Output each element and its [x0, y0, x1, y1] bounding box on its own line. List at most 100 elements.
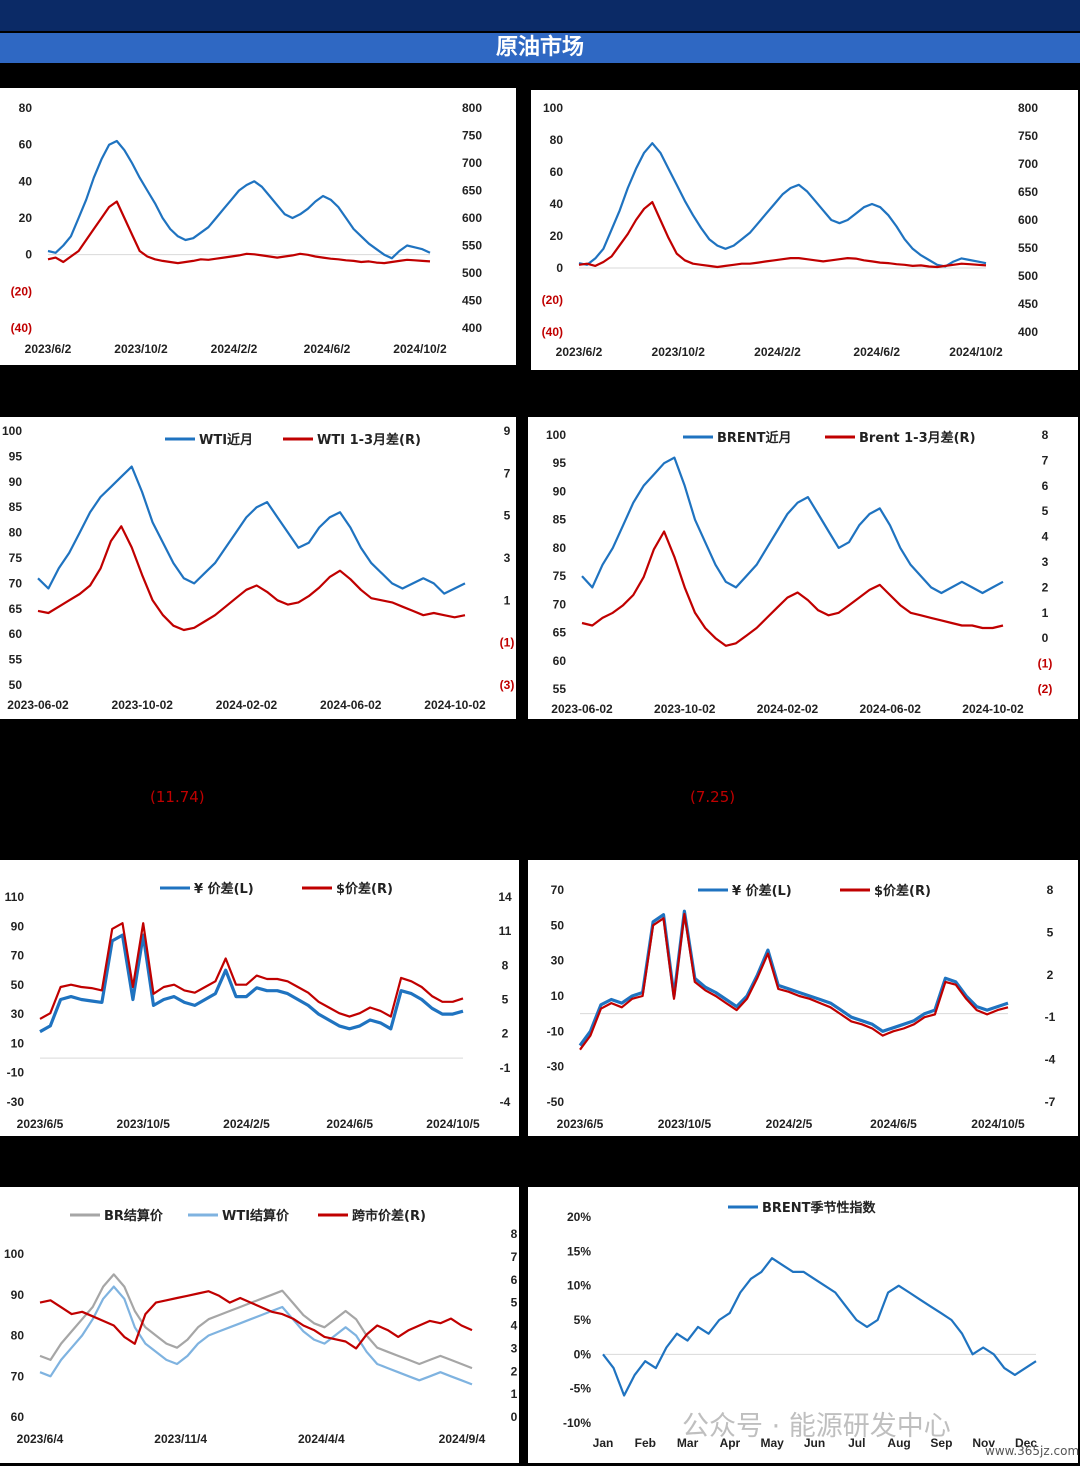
x-tick: Feb	[635, 1436, 656, 1450]
y-tick-left: 80	[11, 1329, 25, 1343]
band-value-left: (11.74)	[150, 788, 205, 806]
y-tick-right: 5	[511, 1296, 518, 1310]
y-tick-left: 5%	[574, 1313, 592, 1327]
y-tick-right: 7	[504, 466, 511, 480]
x-tick: Nov	[972, 1436, 995, 1450]
chart-panel-3: 100 95 90 85 80 75 70 65 60 55 50 9 7 5 3 1 (1) (3) 2023-0…	[0, 417, 516, 719]
y-tick-left: 55	[553, 682, 567, 696]
y-tick-left: 20	[550, 229, 564, 243]
y-tick-right: 800	[1018, 101, 1038, 115]
series-line	[578, 142, 987, 268]
y-tick-right: 6	[511, 1273, 518, 1287]
chart-panel-8: 20% 15% 10% 5% 0% -5% -10% Jan Feb Mar Apr May Jun Ju…	[528, 1187, 1078, 1463]
x-tick: 2023/6/5	[557, 1117, 604, 1131]
y-tick-left: 50	[551, 918, 565, 932]
y-tick-right: 3	[1042, 555, 1049, 569]
x-tick: 2024/9/4	[439, 1432, 486, 1446]
y-tick-right: 500	[1018, 269, 1038, 283]
y-tick-right: 550	[1018, 241, 1038, 255]
y-tick-left: 50	[11, 978, 25, 992]
y-tick-left: 95	[9, 449, 23, 463]
legend-label: ¥ 价差(L)	[194, 881, 254, 897]
y-tick-left: 80	[9, 526, 23, 540]
watermark: 公众号 · 能源研发中心	[682, 1411, 951, 1442]
y-tick-right: 650	[1018, 185, 1038, 199]
y-tick-left: 100	[546, 428, 566, 442]
y-tick-left: 60	[19, 138, 33, 152]
y-tick-left: 75	[553, 569, 567, 583]
x-tick: Jun	[804, 1436, 825, 1450]
y-tick-left: (40)	[542, 325, 563, 339]
legend-label: 跨市价差(R)	[352, 1208, 426, 1224]
y-tick-right: 9	[504, 424, 511, 438]
y-tick-right: 0	[511, 1410, 518, 1424]
y-tick-right: 400	[462, 321, 482, 335]
y-tick-left: 100	[4, 1247, 24, 1261]
y-tick-left: 85	[9, 500, 23, 514]
series-line	[581, 530, 1004, 647]
x-tick: 2024/2/2	[754, 345, 801, 359]
y-tick-left: 60	[9, 627, 23, 641]
y-tick-left: 20	[19, 211, 33, 225]
y-tick-left: 60	[11, 1410, 25, 1424]
y-tick-left: 10%	[567, 1279, 591, 1293]
y-tick-left: 30	[551, 954, 565, 968]
x-tick: 2023-10-02	[112, 698, 174, 712]
x-tick: Jul	[848, 1436, 865, 1450]
x-tick: 2023-06-02	[7, 698, 69, 712]
top-bar	[0, 0, 1080, 31]
series-line	[47, 200, 431, 265]
y-tick-left: -10%	[563, 1416, 591, 1430]
y-tick-right: 700	[462, 156, 482, 170]
y-tick-right: 7	[1042, 453, 1049, 467]
y-tick-left: 70	[553, 597, 567, 611]
y-tick-right: 14	[498, 890, 512, 904]
x-tick: 2024/2/2	[211, 342, 258, 356]
y-tick-left: 50	[9, 678, 23, 692]
chart-panel-4: 100 95 90 85 80 75 70 65 60 55 8 7 6 5 4 3 2 1 0 (1) (2) 2023…	[528, 417, 1078, 719]
y-tick-right: -7	[1045, 1095, 1056, 1109]
y-tick-left: (40)	[11, 321, 32, 335]
legend-label: ¥ 价差(L)	[732, 883, 792, 899]
y-tick-left: -30	[7, 1095, 25, 1109]
y-tick-right: 11	[499, 924, 512, 938]
series-line	[602, 1257, 1037, 1397]
x-tick: 2024-10-02	[424, 698, 486, 712]
y-tick-left: 40	[19, 174, 33, 188]
chart-panel-7: 100 90 80 70 60 8 7 6 5 4 3 2 1 0 2023/6/4 2023/11/4 202…	[0, 1187, 519, 1463]
x-tick: 2024/6/5	[326, 1117, 373, 1131]
x-tick: 2024/10/5	[426, 1117, 480, 1131]
legend-label: $价差(R)	[336, 881, 393, 897]
x-tick: Aug	[887, 1436, 910, 1450]
x-tick: 2024-02-02	[757, 702, 819, 716]
legend-label: BRENT近月	[717, 430, 792, 446]
series-line	[47, 139, 431, 260]
y-tick-right: 5	[502, 993, 509, 1007]
y-tick-left: 70	[551, 883, 565, 897]
y-tick-right: 4	[511, 1319, 518, 1333]
series-line	[39, 922, 464, 1020]
y-tick-right: 500	[462, 266, 482, 280]
x-tick: 2024-10-02	[962, 702, 1024, 716]
y-tick-right: 650	[462, 184, 482, 198]
y-tick-left: 15%	[567, 1244, 591, 1258]
y-tick-left: 95	[553, 456, 567, 470]
legend-label: $价差(R)	[874, 883, 931, 899]
x-tick: 2024/10/2	[949, 345, 1003, 359]
y-tick-right: 1	[504, 593, 511, 607]
x-tick: 2024/10/2	[393, 342, 447, 356]
y-tick-right: 5	[1042, 504, 1049, 518]
y-tick-left: 90	[553, 484, 567, 498]
x-tick: 2024/2/5	[223, 1117, 270, 1131]
y-tick-right: (2)	[1038, 682, 1053, 696]
y-tick-left: 85	[553, 513, 567, 527]
x-tick: 2023/10/2	[652, 345, 706, 359]
x-tick: May	[761, 1436, 785, 1450]
x-tick: 2023-10-02	[654, 702, 716, 716]
x-tick: Mar	[677, 1436, 699, 1450]
y-tick-right: 750	[462, 129, 482, 143]
y-tick-left: 55	[9, 653, 23, 667]
y-tick-left: 100	[543, 101, 563, 115]
y-tick-right: 750	[1018, 129, 1038, 143]
y-tick-left: -30	[547, 1060, 565, 1074]
